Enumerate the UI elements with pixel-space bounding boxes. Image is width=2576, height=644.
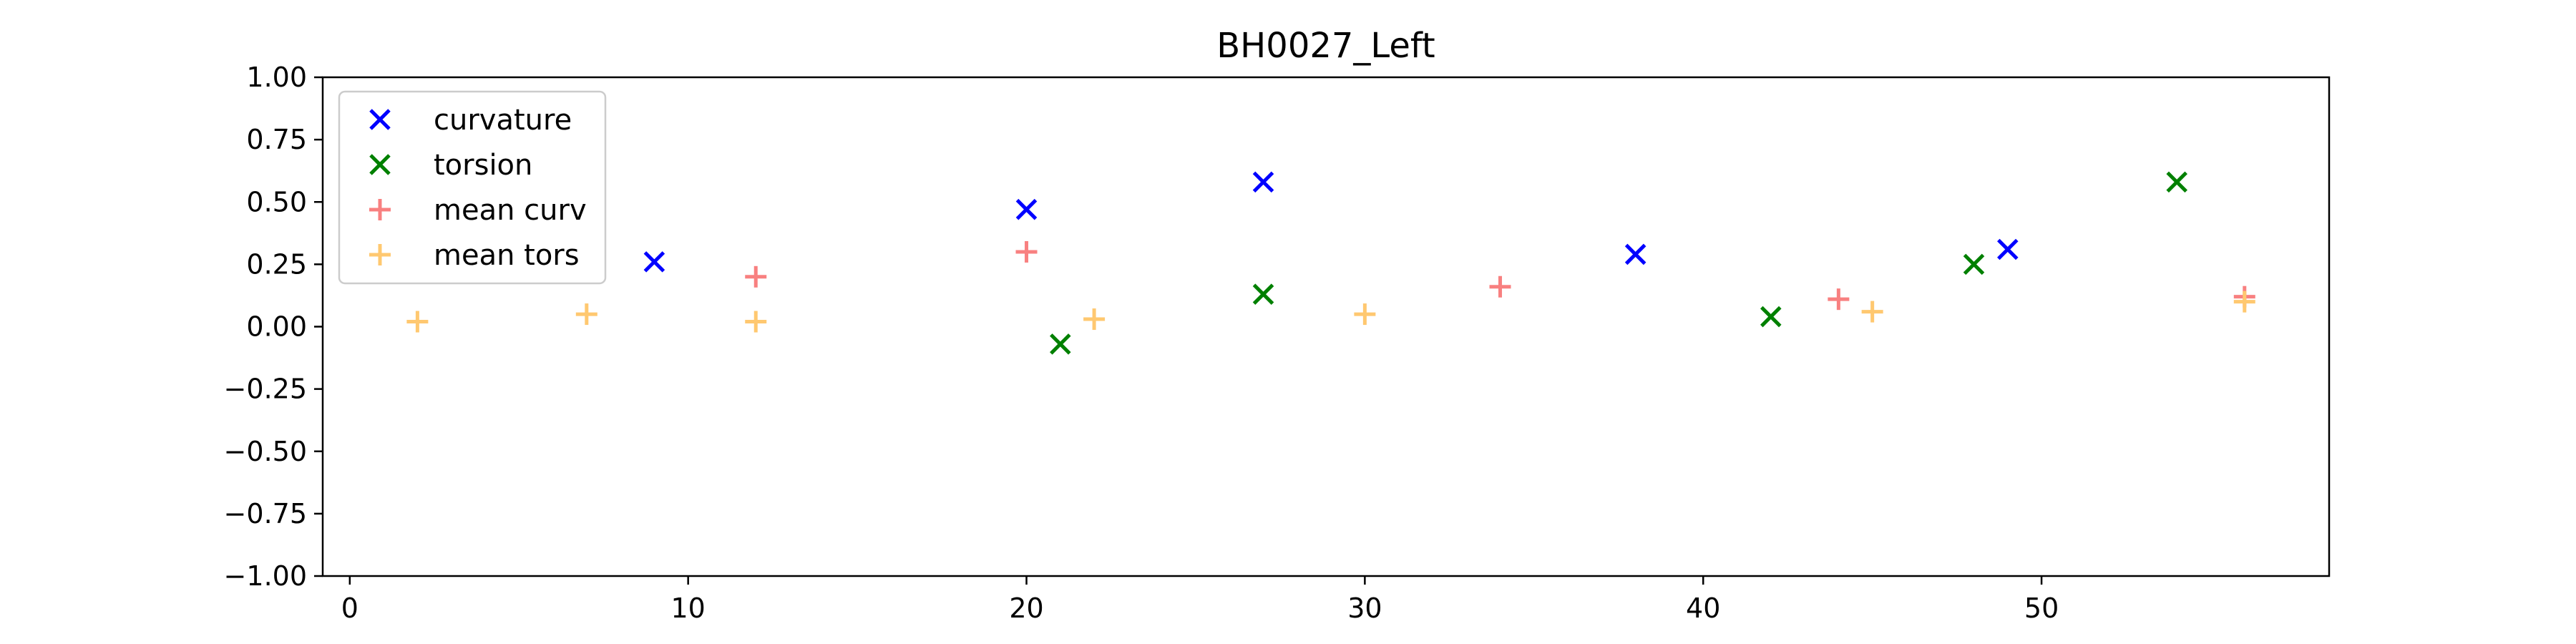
y-tick-label: −0.50	[224, 436, 307, 467]
y-tick-label: 1.00	[246, 62, 307, 93]
mean-tors-point	[745, 311, 767, 333]
x-tick-label: 50	[2024, 592, 2059, 624]
mean-tors-point	[1083, 308, 1106, 331]
y-tick-label: −0.75	[224, 498, 307, 530]
mean-curv-point	[1489, 275, 1511, 298]
legend-label-curvature: curvature	[434, 104, 572, 137]
data-points	[406, 171, 2255, 355]
y-tick-label: 0.25	[246, 248, 307, 280]
legend-label-mean-tors: mean tors	[434, 239, 580, 272]
torsion-point	[1963, 253, 1985, 275]
x-tick-label: 30	[1347, 592, 1382, 624]
mean-curv-point	[745, 265, 767, 288]
x-tick-label: 10	[670, 592, 705, 624]
chart-title: BH0027_Left	[1216, 26, 1435, 66]
legend-marker-mean-curv	[369, 199, 391, 220]
mean-curv-point	[1015, 240, 1038, 263]
x-tick-label: 20	[1009, 592, 1043, 624]
torsion-point	[2166, 171, 2187, 193]
curvature-point	[1252, 171, 1274, 193]
legend-label-torsion: torsion	[434, 149, 532, 182]
y-tick-label: 0.00	[246, 311, 307, 343]
y-tick-label: 0.50	[246, 186, 307, 218]
legend-label-mean-curv: mean curv	[434, 194, 587, 227]
legend: curvature torsion mean curv mean tors	[338, 90, 607, 285]
mean-tors-point	[2233, 291, 2255, 313]
mean-tors-point	[575, 303, 597, 326]
mean-tors-point	[1354, 303, 1376, 326]
legend-box	[338, 90, 607, 285]
y-tick-label: −1.00	[224, 560, 307, 592]
legend-marker-curvature	[369, 109, 391, 130]
plot-frame	[321, 76, 2331, 577]
mean-tors-point	[406, 311, 429, 333]
torsion-point	[1050, 333, 1071, 355]
x-tick-label: 0	[341, 592, 358, 624]
mean-curv-point	[1828, 288, 1850, 311]
legend-marker-mean-tors	[369, 244, 391, 265]
y-tick-label: −0.25	[224, 374, 307, 405]
x-tick-label: 40	[1686, 592, 1720, 624]
y-tick-label: 0.75	[246, 124, 307, 155]
curvature-point	[1624, 243, 1646, 265]
curvature-point	[1997, 238, 2019, 260]
curvature-point	[643, 251, 665, 273]
mean-tors-point	[1861, 301, 1883, 323]
curvature-point	[1015, 198, 1038, 220]
legend-marker-torsion	[369, 154, 391, 175]
ticks: 0 10 20 30 40 50 −1.00 −0.75 −0.50 −0.25 0.00 0.25 0…	[224, 62, 2059, 624]
torsion-point	[1760, 306, 1782, 328]
torsion-point	[1252, 283, 1274, 305]
